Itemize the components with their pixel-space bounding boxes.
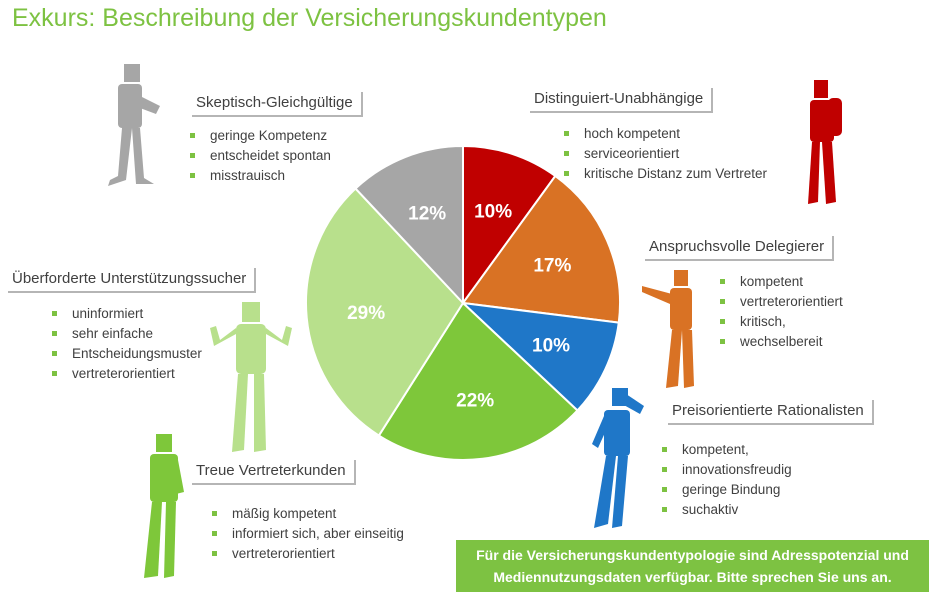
- slice-label: 10%: [474, 201, 512, 222]
- segment-bullets-skeptisch: geringe Kompetenz entscheidet spontan mi…: [188, 126, 331, 186]
- list-item: kritisch,: [718, 312, 843, 332]
- banner-line-1: Für die Versicherungskundentypologie sin…: [476, 547, 909, 563]
- segment-title-anspruchsvoll: Anspruchsvolle Delegierer: [645, 236, 835, 261]
- list-item: hoch kompetent: [562, 124, 767, 144]
- list-item: geringe Bindung: [660, 480, 792, 500]
- slice-label: 10%: [532, 335, 570, 356]
- info-banner: Für die Versicherungskundentypologie sin…: [456, 540, 929, 592]
- red-person-figure: [808, 80, 842, 204]
- list-item: vertreterorientiert: [210, 544, 404, 564]
- slice-label: 17%: [533, 255, 571, 276]
- list-item: kritische Distanz zum Vertreter: [562, 164, 767, 184]
- segment-bullets-anspruchsvoll: kompetent vertreterorientiert kritisch, …: [718, 272, 843, 352]
- list-item: vertreterorientiert: [718, 292, 843, 312]
- list-item: mäßig kompetent: [210, 504, 404, 524]
- list-item: vertreterorientiert: [50, 364, 202, 384]
- slice-label: 22%: [456, 391, 494, 412]
- list-item: sehr einfache: [50, 324, 202, 344]
- list-item: innovationsfreudig: [660, 460, 792, 480]
- grey-person-figure: [108, 64, 160, 186]
- segment-bullets-ueberfordert: uninformiert sehr einfache Entscheidungs…: [50, 304, 202, 384]
- slice-label: 29%: [347, 303, 385, 324]
- orange-person-figure: [642, 270, 694, 388]
- segment-title-skeptisch: Skeptisch-Gleichgültige: [192, 92, 363, 117]
- list-item: geringe Kompetenz: [188, 126, 331, 146]
- segment-title-preisorientiert: Preisorientierte Rationalisten: [668, 400, 874, 425]
- pie-slice: [305, 187, 465, 437]
- list-item: Entscheidungsmuster: [50, 344, 202, 364]
- banner-line-2: Mediennutzungsdaten verfügbar. Bitte spr…: [493, 569, 892, 585]
- segment-title-treue: Treue Vertreterkunden: [192, 460, 356, 485]
- slice-label: 12%: [408, 203, 446, 224]
- pie-slice: [462, 144, 557, 307]
- list-item: informiert sich, aber einseitig: [210, 524, 404, 544]
- blue-person-figure: [592, 388, 644, 528]
- light-green-person-figure: [210, 302, 292, 452]
- list-item: wechselbereit: [718, 332, 843, 352]
- list-item: misstrauisch: [188, 166, 331, 186]
- pie-slice: [460, 301, 620, 412]
- list-item: uninformiert: [50, 304, 202, 324]
- segment-bullets-preisorientiert: kompetent, innovationsfreudig geringe Bi…: [660, 440, 792, 520]
- segment-title-distinguiert: Distinguiert-Unabhängige: [530, 88, 714, 113]
- pie-slice: [461, 174, 621, 324]
- pie-slice: [354, 144, 464, 306]
- list-item: kompetent: [718, 272, 843, 292]
- list-item: entscheidet spontan: [188, 146, 331, 166]
- list-item: suchaktiv: [660, 500, 792, 520]
- page-title: Exkurs: Beschreibung der Versicherungsku…: [12, 4, 607, 32]
- segment-title-ueberfordert: Überforderte Unterstützungssucher: [8, 268, 257, 293]
- pie-slice: [377, 301, 579, 461]
- segment-bullets-distinguiert: hoch kompetent serviceorientiert kritisc…: [562, 124, 767, 184]
- list-item: serviceorientiert: [562, 144, 767, 164]
- segment-bullets-treue: mäßig kompetent informiert sich, aber ei…: [210, 504, 404, 564]
- green-person-figure: [144, 434, 184, 578]
- list-item: kompetent,: [660, 440, 792, 460]
